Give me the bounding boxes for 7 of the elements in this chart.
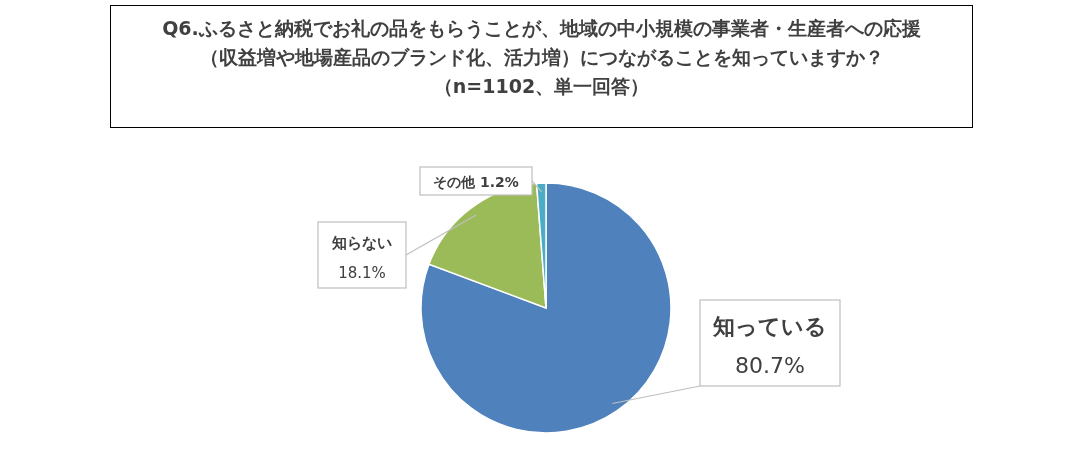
slice-label: 知っている	[712, 314, 827, 340]
chart-subtitle: （n=1102、単一回答）	[432, 74, 651, 99]
chart-title: Q6.ふるさと納税でお礼の品をもらうことが、地域の中小規模の事業者・生産者への応援（収益増や地場産品のブランド化、活力増）につながることを知っていますか？	[161, 16, 922, 70]
slice-label: 知らない	[331, 234, 392, 253]
data-label: 18.1%	[338, 264, 386, 283]
data-label: 80.7%	[735, 353, 805, 379]
slice-label: その他 1.2%	[433, 173, 519, 190]
